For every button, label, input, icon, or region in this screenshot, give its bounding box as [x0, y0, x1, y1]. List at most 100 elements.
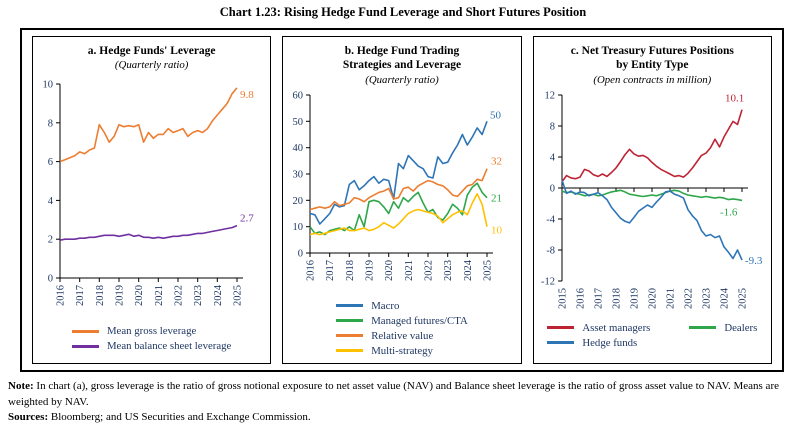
svg-text:2021: 2021 [665, 288, 676, 309]
series-line-hedge-funds [561, 179, 743, 261]
panel-c-legend: Asset managers Dealers Hedge funds [547, 322, 757, 349]
legend-swatch [547, 326, 575, 330]
legend-item-relative-value: Relative value [336, 330, 433, 342]
panel-a-subtitle: (Quarterly ratio) [114, 59, 189, 72]
svg-text:20: 20 [293, 196, 304, 207]
svg-text:0: 0 [298, 248, 303, 259]
line-chart-strategies: 0 10 20 30 40 50 60 2016 2017 2018 2019 2020 2021 202… [293, 90, 503, 281]
series-line-relative-value [310, 168, 489, 211]
legend-label: Multi-strategy [371, 344, 433, 357]
end-label: 21 [491, 192, 502, 204]
legend-swatch [336, 349, 364, 353]
end-label: -1.6 [720, 206, 738, 218]
legend-item-asset-managers: Asset managers [547, 322, 675, 334]
svg-text:50: 50 [293, 117, 304, 128]
end-label: 10 [491, 224, 503, 236]
legend-swatch [71, 344, 99, 348]
svg-text:-12: -12 [541, 276, 555, 287]
note-label: Note: [8, 380, 34, 392]
svg-text:2017: 2017 [75, 285, 86, 306]
end-label: 9.8 [240, 89, 254, 101]
svg-text:2019: 2019 [629, 288, 640, 309]
axes: 0 10 20 30 40 50 60 2016 2017 2018 2019 2020 2021 202… [293, 90, 494, 281]
panel-c-subtitle: (Open contracts in million) [593, 73, 712, 86]
svg-text:6: 6 [48, 157, 53, 168]
legend-item-mean-gross-leverage: Mean gross leverage [71, 325, 196, 337]
panel-treasury-futures: c. Net Treasury Futures Positions by Ent… [532, 36, 772, 364]
svg-text:4: 4 [550, 152, 556, 163]
svg-text:2025: 2025 [233, 285, 244, 306]
svg-text:2025: 2025 [737, 288, 748, 309]
svg-text:2022: 2022 [683, 288, 694, 309]
svg-text:2015: 2015 [557, 288, 568, 309]
svg-text:2023: 2023 [444, 260, 455, 281]
axes: 0 2 4 6 8 10 2016 2017 2018 2019 2020 2021 2022 2023 2… [43, 80, 244, 307]
legend-item-managed-futures-cta: Managed futures/CTA [336, 315, 468, 327]
page-title: Chart 1.23: Rising Hedge Fund Leverage a… [219, 5, 587, 19]
svg-text:2025: 2025 [483, 260, 494, 281]
legend-item-multi-strategy: Multi-strategy [336, 345, 433, 357]
svg-text:40: 40 [293, 143, 304, 154]
legend-item-macro: Macro [336, 300, 399, 312]
svg-text:10: 10 [43, 80, 54, 91]
panel-b-title: b. Hedge Fund Trading Strategies and Lev… [342, 45, 462, 72]
svg-text:0: 0 [550, 183, 555, 194]
legend-swatch [336, 319, 364, 323]
svg-text:2019: 2019 [365, 260, 376, 281]
sources-label: Sources: [8, 411, 49, 424]
end-label: 50 [490, 109, 502, 121]
svg-text:10: 10 [293, 222, 304, 233]
svg-text:2020: 2020 [647, 288, 658, 309]
legend-label: Asset managers [582, 321, 651, 334]
series-line-mean-balance-sheet-leverage [59, 225, 238, 242]
svg-text:2019: 2019 [115, 285, 126, 306]
svg-text:-8: -8 [546, 245, 555, 256]
note-text: In chart (a), gross leverage is the rati… [8, 380, 779, 408]
svg-text:2: 2 [48, 235, 53, 246]
svg-text:-4: -4 [546, 214, 555, 225]
panel-b-subtitle: (Quarterly ratio) [365, 73, 439, 86]
svg-text:2024: 2024 [719, 287, 730, 309]
sources-line: Sources: Bloomberg; and US Securities an… [8, 410, 800, 426]
sources-text: Bloomberg; and US Securities and Exchang… [48, 411, 311, 424]
svg-text:2016: 2016 [575, 288, 586, 309]
svg-text:2017: 2017 [593, 288, 604, 309]
legend-label: Managed futures/CTA [371, 314, 468, 327]
panel-trading-strategies: b. Hedge Fund Trading Strategies and Lev… [282, 36, 522, 364]
svg-text:2023: 2023 [193, 285, 204, 306]
svg-text:60: 60 [293, 90, 304, 101]
legend-label: Relative value [371, 329, 434, 342]
svg-text:30: 30 [293, 169, 304, 180]
legend-item-dealers: Dealers [689, 322, 757, 334]
svg-text:2020: 2020 [134, 285, 145, 306]
note-line: Note: In chart (a), gross leverage is th… [8, 379, 800, 410]
series-line-multi-strategy [310, 192, 489, 236]
end-label: 10.1 [725, 92, 744, 104]
svg-text:2018: 2018 [345, 260, 356, 281]
legend-swatch [336, 334, 364, 338]
svg-text:2022: 2022 [174, 285, 185, 306]
svg-text:8: 8 [48, 119, 53, 130]
series-line-mean-gross-leverage [59, 87, 238, 163]
series-line-macro [310, 120, 489, 225]
svg-text:8: 8 [550, 121, 555, 132]
legend-label: Mean balance sheet leverage [106, 340, 232, 353]
legend-swatch [689, 326, 717, 330]
legend-swatch [336, 304, 364, 308]
svg-text:2016: 2016 [56, 285, 67, 306]
series-line-managed-futures-cta [309, 182, 489, 236]
panel-a-legend: Mean gross leverage Mean balance sheet le… [71, 325, 232, 353]
svg-text:2016: 2016 [306, 260, 317, 281]
svg-text:0: 0 [48, 274, 53, 285]
panel-b-legend: Macro Managed futures/CTA Relative value Mu… [336, 300, 468, 357]
end-label: -9.3 [745, 255, 763, 267]
panel-a-title: a. Hedge Funds' Leverage [87, 45, 216, 57]
legend-label: Macro [371, 299, 400, 312]
svg-text:2021: 2021 [404, 260, 415, 281]
legend-swatch [71, 329, 99, 333]
svg-text:4: 4 [48, 196, 54, 207]
legend-item-mean-balance-sheet-leverage: Mean balance sheet leverage [71, 340, 232, 353]
note-block: Note: In chart (a), gross leverage is th… [8, 379, 800, 426]
end-label: 2.7 [240, 213, 254, 225]
chart-frame: a. Hedge Funds' Leverage (Quarterly rati… [20, 28, 784, 372]
